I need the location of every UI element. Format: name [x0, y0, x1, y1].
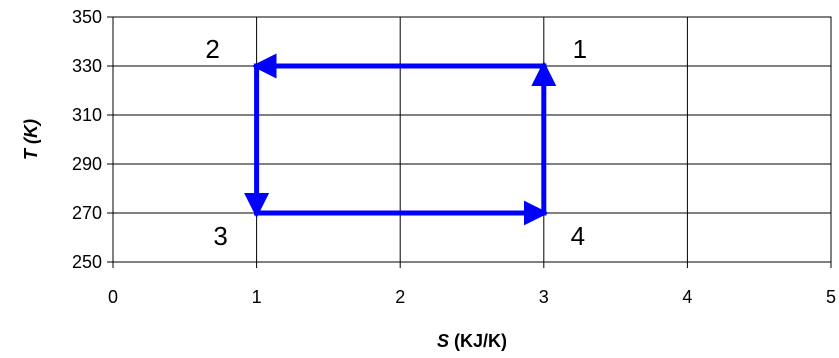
- y-tick-label: 310: [72, 105, 102, 125]
- x-tick-label: 5: [826, 287, 836, 307]
- point-label-3: 3: [213, 221, 227, 251]
- x-axis-ticks: 0 1 2 3 4 5: [108, 262, 836, 307]
- x-tick-label: 4: [682, 287, 692, 307]
- y-tick-label: 350: [72, 7, 102, 27]
- point-annotations: 1 2 3 4: [205, 34, 587, 251]
- y-axis-symbol: T: [21, 147, 41, 160]
- point-label-4: 4: [571, 221, 585, 251]
- y-tick-label: 250: [72, 252, 102, 272]
- y-axis-title: T (K): [21, 119, 41, 160]
- x-tick-label: 1: [252, 287, 262, 307]
- x-tick-label: 0: [108, 287, 118, 307]
- cycle-series: [244, 53, 557, 226]
- x-axis-title: S (KJ/K): [437, 331, 507, 351]
- y-tick-label: 290: [72, 154, 102, 174]
- y-tick-label: 330: [72, 56, 102, 76]
- x-axis-symbol: S: [437, 331, 449, 351]
- x-axis-unit: (KJ/K): [449, 331, 507, 351]
- point-label-2: 2: [205, 34, 219, 64]
- y-tick-label: 270: [72, 203, 102, 223]
- y-axis-ticks: 250 270 290 310 330 350: [72, 7, 113, 272]
- plot-area-frame: [112, 16, 832, 263]
- point-label-1: 1: [573, 34, 587, 64]
- x-tick-label: 3: [539, 287, 549, 307]
- y-axis-unit: (K): [21, 119, 41, 149]
- x-tick-label: 2: [395, 287, 405, 307]
